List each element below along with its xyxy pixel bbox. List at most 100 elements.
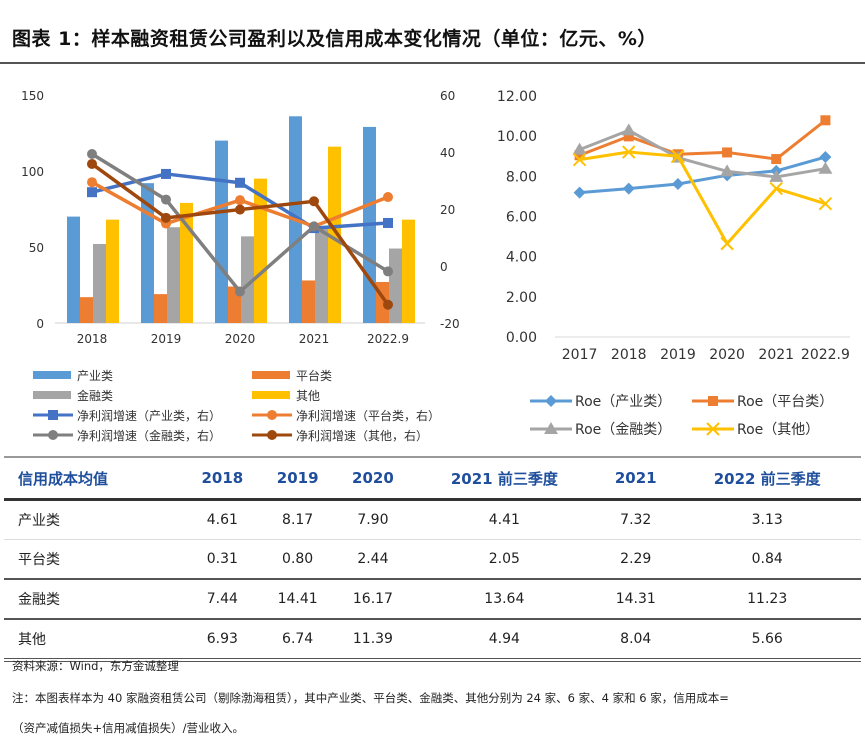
column-header: 2018	[184, 456, 260, 501]
data-point	[771, 154, 782, 165]
y-tick-label: 0.00	[506, 330, 537, 346]
row-label: 其他	[4, 619, 185, 662]
bar-金融类	[389, 248, 402, 323]
table-cell: 8.04	[598, 619, 674, 662]
column-header: 信用成本均值	[4, 456, 185, 501]
x-tick-label: 2022.9	[801, 347, 850, 363]
data-point	[720, 236, 734, 251]
data-point	[818, 196, 833, 211]
y2-tick-label: -20	[440, 317, 460, 331]
data-point	[87, 177, 97, 188]
data-point	[383, 299, 393, 310]
column-header: 2021 前三季度	[410, 456, 599, 501]
footnote-line-1: 注：本图表样本为 40 家融资租赁公司（剔除渤海租赁），其中产业类、平台类、金融…	[12, 691, 729, 705]
data-point	[161, 212, 171, 223]
legend-label: Roe（产业类）	[575, 394, 671, 410]
legend-label: Roe（其他）	[737, 422, 819, 438]
data-point	[671, 177, 684, 190]
bar-其他	[328, 146, 341, 323]
legend-label: 金融类	[77, 388, 113, 403]
data-point	[622, 182, 635, 195]
y2-tick-label: 20	[440, 203, 455, 217]
x-tick-label: 2019	[151, 332, 182, 346]
bar-其他	[106, 219, 119, 323]
x-tick-label: 2022.9	[367, 332, 409, 346]
legend-label: 净利润增速（金融类，右）	[77, 428, 221, 443]
charts-canvas: 0 50 100 150 -20 0 20 40 60 2018 2019 2020 2021 2022.…	[21, 89, 850, 443]
y2-tick-label: 60	[440, 89, 455, 103]
x-tick-label: 2020	[225, 332, 256, 346]
y-tick-label: 100	[21, 165, 44, 179]
data-point	[623, 131, 634, 142]
table-cell: 2.44	[335, 539, 411, 580]
y2-tick-label: 0	[440, 260, 448, 274]
data-point	[769, 181, 783, 196]
source-note: 资料来源：Wind，东方金诚整理	[12, 659, 179, 673]
data-point	[235, 204, 245, 215]
data-point	[622, 145, 636, 159]
bar-产业类	[215, 140, 228, 323]
legend-label: Roe（金融类）	[575, 422, 671, 438]
x-tick-label: 2019	[660, 347, 696, 363]
table-cell: 16.17	[335, 579, 411, 620]
x-tick-label: 2017	[562, 347, 598, 363]
legend-label: 其他	[296, 389, 320, 403]
bar-其他	[254, 178, 267, 323]
data-point	[671, 149, 685, 163]
line-series	[579, 155, 826, 195]
y-tick-label: 0	[36, 317, 44, 331]
data-point	[769, 169, 784, 182]
line-series	[579, 128, 826, 179]
row-label: 金融类	[4, 579, 185, 620]
bar-其他	[402, 219, 415, 323]
table-cell: 0.84	[673, 539, 861, 580]
table-cell: 7.32	[598, 499, 674, 540]
table-cell: 2.05	[410, 539, 599, 580]
bar-平台类	[302, 280, 315, 323]
legend-label: 净利润增速（产业类，右）	[77, 408, 221, 423]
row-label: 产业类	[4, 499, 185, 540]
table-cell: 0.31	[184, 539, 260, 580]
legend-marker	[267, 410, 277, 420]
bar-其他	[180, 202, 193, 323]
bar-产业类	[67, 216, 80, 323]
table-row: 平台类 0.31 0.80 2.44 2.05 2.29 0.84	[4, 539, 861, 580]
x-tick-label: 2018	[77, 332, 108, 346]
table-row: 产业类 4.61 8.17 7.90 4.41 7.32 3.13	[4, 499, 861, 540]
y-tick-label: 2.00	[506, 290, 537, 306]
legend-swatch	[252, 391, 290, 399]
legend-marker	[545, 395, 557, 407]
data-point	[572, 142, 587, 155]
y-tick-label: 4.00	[506, 250, 537, 266]
table-cell: 3.13	[673, 499, 861, 540]
legend-marker	[48, 430, 58, 440]
table-cell: 14.41	[260, 579, 336, 620]
table-cell: 4.94	[410, 619, 599, 662]
y-tick-label: 150	[21, 89, 44, 103]
figure-title: 图表 1：样本融资租赁公司盈利以及信用成本变化情况（单位：亿元、%）	[12, 28, 657, 50]
bar-金融类	[241, 236, 254, 323]
table-cell: 7.44	[184, 579, 260, 620]
data-point	[235, 286, 245, 297]
table-row: 其他 6.93 6.74 11.39 4.94 8.04 5.66	[4, 619, 861, 662]
line-series	[91, 152, 389, 294]
table-cell: 4.41	[410, 499, 599, 540]
data-point	[383, 266, 393, 277]
line-series	[579, 119, 827, 161]
data-point	[87, 187, 97, 198]
x-tick-label: 2020	[709, 347, 745, 363]
data-point	[820, 115, 831, 126]
data-point	[383, 192, 393, 203]
data-point	[87, 158, 97, 169]
table-cell: 2.29	[598, 539, 674, 580]
column-header: 2019	[260, 456, 336, 501]
table-cell: 4.61	[184, 499, 260, 540]
legend-swatch	[33, 391, 71, 399]
legend-label: 净利润增速（其他，右）	[296, 428, 428, 443]
data-point	[572, 152, 587, 167]
legend-marker	[708, 396, 718, 406]
table-cell: 6.93	[184, 619, 260, 662]
bar-产业类	[141, 183, 154, 323]
column-header: 2021	[598, 456, 674, 501]
data-point	[819, 151, 832, 164]
